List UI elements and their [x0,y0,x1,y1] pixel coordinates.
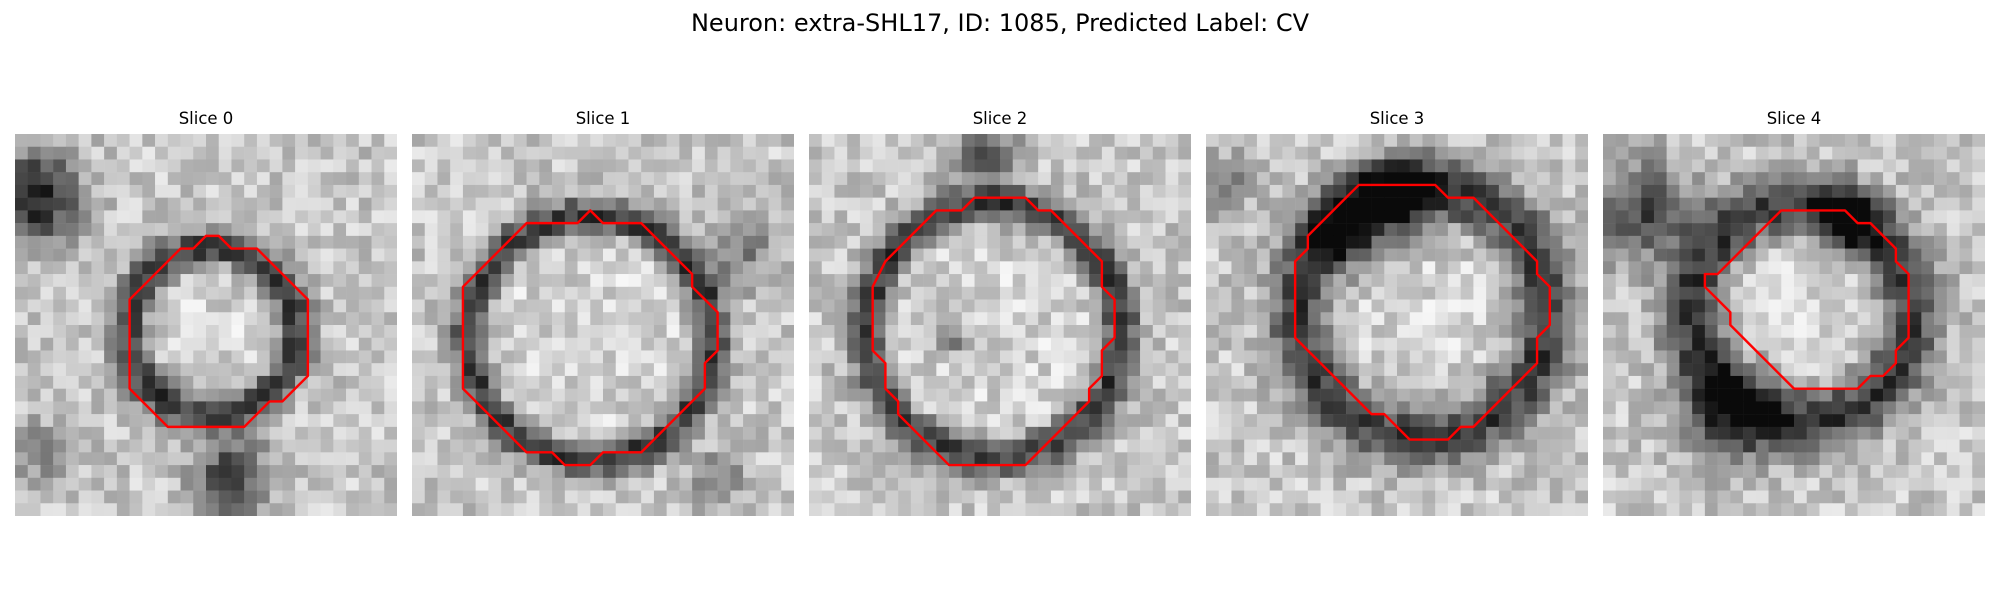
segmentation-contour [461,209,719,467]
slice-panel-2: Slice 2 [809,108,1191,516]
segmentation-contour [128,234,310,429]
slice-title: Slice 3 [1369,109,1425,128]
slice-title: Slice 1 [575,109,631,128]
grayscale-pixels [15,134,397,516]
slice-title: Slice 0 [178,109,234,128]
slice-title: Slice 2 [972,109,1028,128]
slice-panel-3: Slice 3 [1206,108,1588,516]
slice-panel-4: Slice 4 [1603,108,1985,516]
em-image-slice-4 [1603,134,1985,516]
grayscale-pixels [1206,134,1588,516]
grayscale-pixels [412,134,794,516]
em-image-slice-1 [412,134,794,516]
em-image-slice-2 [809,134,1191,516]
segmentation-contour [1703,209,1910,390]
grayscale-pixels [809,134,1191,516]
em-image-slice-0 [15,134,397,516]
figure-title: Neuron: extra-SHL17, ID: 1085, Predicted… [690,9,1310,37]
slice-panel-1: Slice 1 [412,108,794,516]
slice-panel-0: Slice 0 [15,108,397,516]
grayscale-pixels [1603,134,1985,516]
segmentation-contour [1293,183,1552,441]
slice-title: Slice 4 [1766,109,1822,128]
em-image-slice-3 [1206,134,1588,516]
segmentation-contour [871,196,1116,467]
